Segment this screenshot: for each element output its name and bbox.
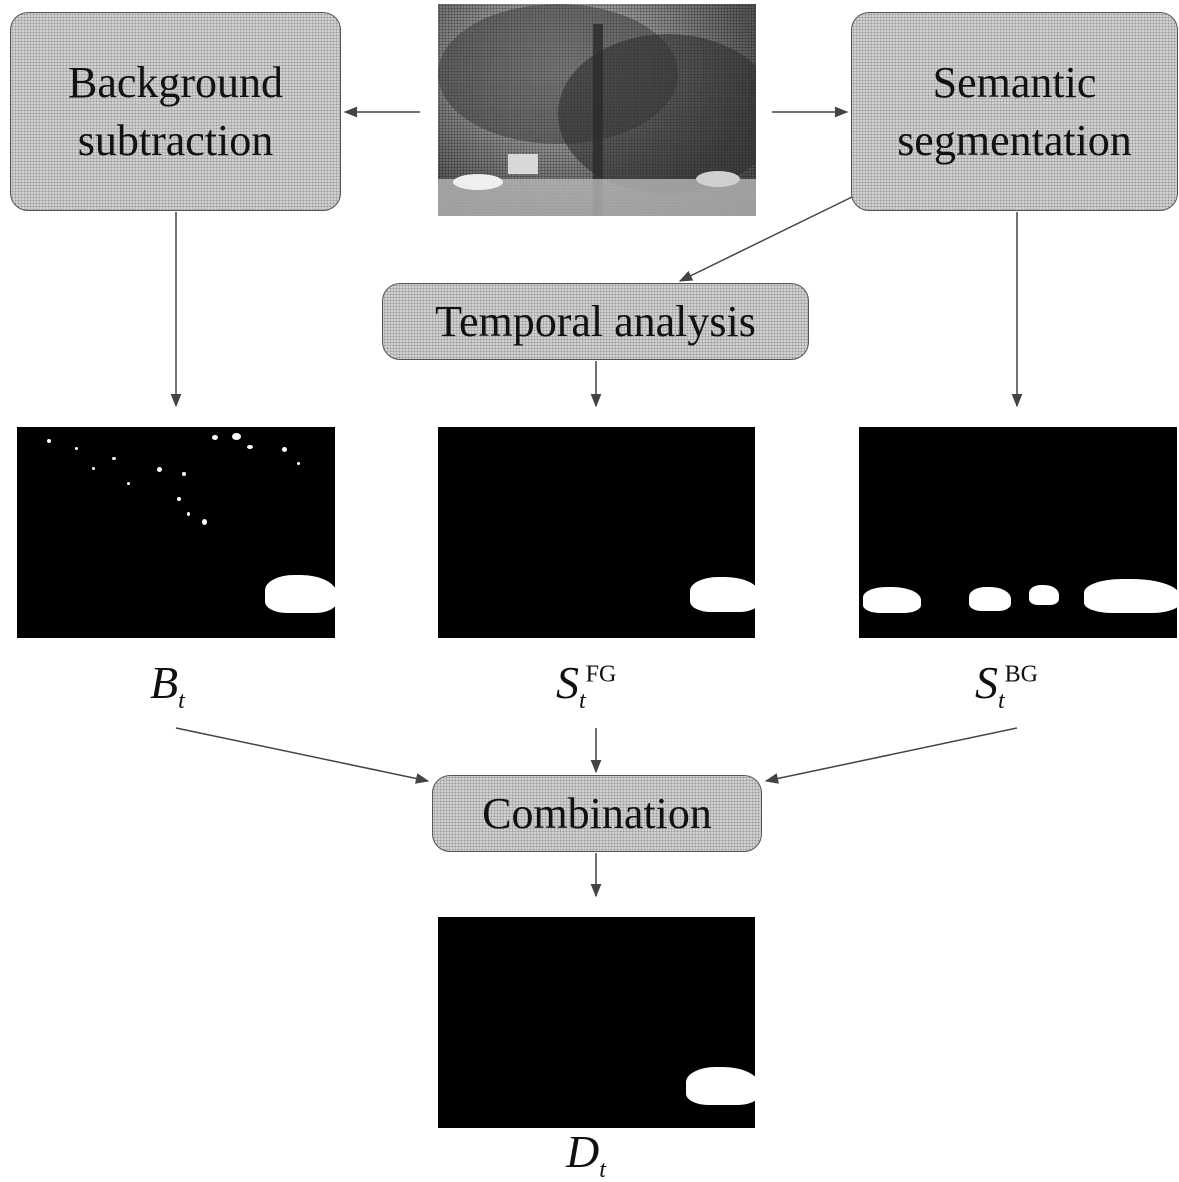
arrow-segmentation-to-temporal-analysis: [680, 197, 852, 281]
arrow-sbg-to-combination: [766, 728, 1017, 781]
arrow-bt-to-combination: [176, 728, 428, 781]
